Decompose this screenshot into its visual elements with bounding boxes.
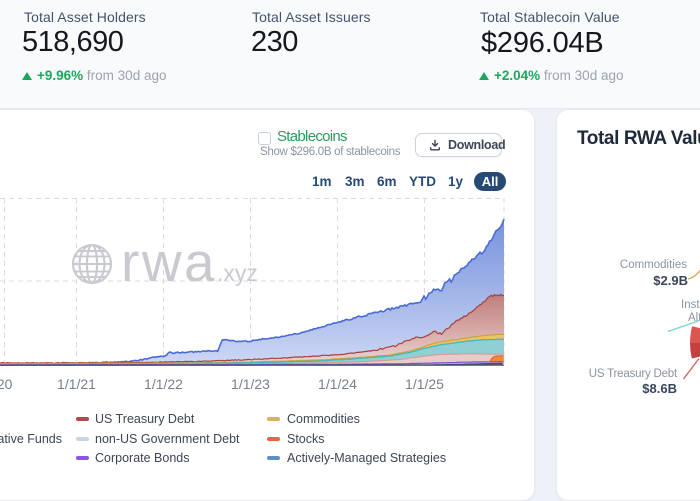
svg-text:.xyz: .xyz bbox=[217, 260, 258, 286]
svg-text:rwa: rwa bbox=[121, 231, 217, 293]
